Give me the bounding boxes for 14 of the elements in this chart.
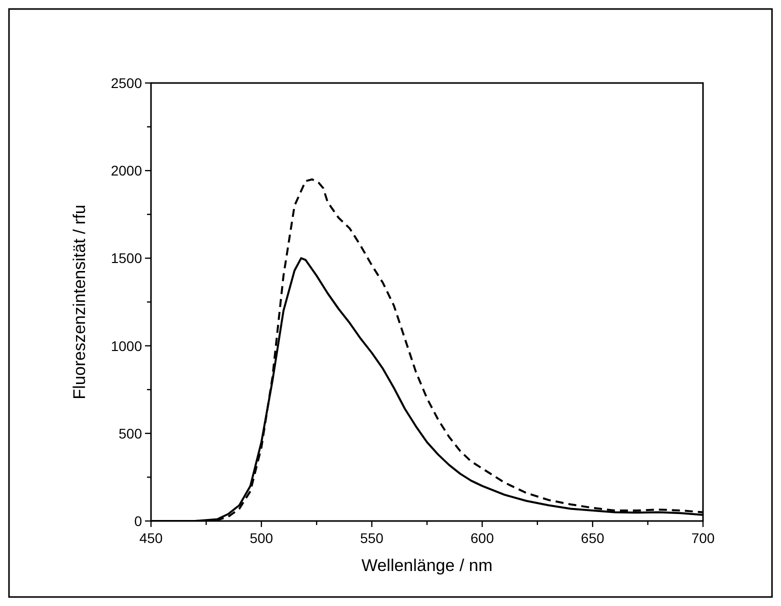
y-tick-label: 1500 [110, 250, 142, 266]
y-tick-label: 2500 [110, 75, 142, 91]
x-tick-label: 500 [250, 530, 274, 546]
x-axis-title: Wellenlänge / nm [361, 556, 493, 575]
x-tick-label: 700 [691, 530, 715, 546]
y-tick-label: 0 [134, 513, 142, 529]
x-tick-label: 550 [360, 530, 384, 546]
x-tick-label: 450 [139, 530, 163, 546]
x-tick-label: 650 [580, 530, 604, 546]
y-axis-title: Fluoreszenzintensität / rfu [70, 204, 89, 400]
y-tick-label: 1000 [110, 338, 142, 354]
y-tick-label: 2000 [110, 162, 142, 179]
x-tick-label: 600 [470, 530, 494, 546]
y-tick-label: 500 [118, 425, 142, 442]
